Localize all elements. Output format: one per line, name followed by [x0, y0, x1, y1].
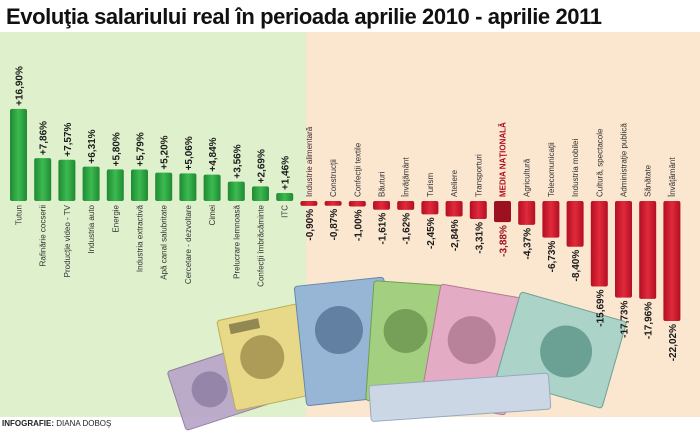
credit-label: INFOGRAFIE: [2, 419, 54, 428]
bar-confectii-textile-14 [348, 201, 366, 207]
bar-tutun-0 [10, 108, 27, 201]
bar-telecomunicatii-22 [542, 201, 560, 238]
value-label-agricultura-21: -4,37% [523, 228, 534, 260]
value-label-bauturi-15: -1,61% [378, 213, 389, 245]
value-label-rafinarie-cocserii-1: +7,86% [39, 121, 50, 155]
value-label-cultura-spectacole-24: -15,69% [595, 289, 606, 326]
value-label-media-nationala-20: -3,88% [499, 225, 510, 257]
bar-sanatate-26 [639, 201, 657, 299]
category-label-industria-auto-3: Industria auto [87, 204, 96, 253]
value-label-apa-canal-salubritate-6: +5,20% [160, 135, 171, 169]
bar-invatamant-16 [397, 201, 415, 210]
bar-industria-mobilei-23 [566, 201, 584, 247]
value-label-sanatate-26: -17,96% [644, 302, 655, 339]
bar-transporturi-19 [469, 201, 487, 220]
category-label-productie-video-tv-2: Producţie video - TV [63, 204, 72, 277]
credit-author: DIANA DOBOŞ [56, 419, 112, 428]
category-labels-group: Tutun Rafinărie cocserii Producţie video -… [15, 122, 677, 287]
category-label-energie-4: Energie [111, 204, 120, 232]
category-label-ateliere-18: Ateliere [450, 169, 459, 197]
bar-agricultura-21 [518, 201, 536, 225]
chart-title: Evoluţia salariului real în perioada apr… [6, 4, 602, 29]
value-label-constructii-13: -0,87% [329, 209, 340, 241]
category-label-rafinarie-cocserii-1: Rafinărie cocserii [39, 205, 48, 267]
value-label-transporturi-19: -3,31% [474, 222, 485, 254]
bar-apa-canal-salubritate-6 [155, 172, 173, 201]
bar-media-nationala-20 [494, 201, 511, 223]
bar-cultura-spectacole-24 [590, 201, 608, 287]
credit-line: INFOGRAFIE: DIANA DOBOŞ [2, 417, 111, 431]
value-label-cercetare-dezvoltare-7: +5,06% [184, 136, 195, 170]
category-label-confectii-imbracaminte-10: Confecţii îmbrăcăminte [257, 204, 266, 286]
bar-invatamant-27 [663, 201, 681, 322]
value-label-turism-17: -2,45% [426, 217, 437, 249]
category-label-sanatate-26: Sănătate [644, 164, 653, 197]
bar-confectii-imbracaminte-10 [252, 186, 269, 201]
category-label-invatamant-27: Învăţământ [668, 157, 677, 198]
bar-prelucrare-lemnoasa-9 [227, 181, 245, 201]
category-label-cimei-8: Cimei [208, 205, 217, 226]
category-label-industria-mobilei-23: Industria mobilei [571, 139, 580, 197]
value-labels-group: +16,90% +7,86% +7,57% +6,31% +5,80% +5,79% +5,… [15, 66, 679, 361]
category-label-cultura-spectacole-24: Cultură, spectacole [595, 128, 604, 197]
value-label-productie-video-tv-2: +7,57% [63, 122, 74, 156]
value-label-confectii-textile-14: -1,00% [353, 209, 364, 241]
category-label-confectii-textile-14: Confecţii textile [353, 142, 362, 197]
category-label-tutun-0: Tutun [15, 205, 24, 225]
category-label-prelucrare-lemnoasa-9: Prelucrare lemnoasă [232, 204, 241, 278]
value-label-confectii-imbracaminte-10: +2,69% [257, 149, 268, 183]
value-label-energie-4: +5,80% [111, 132, 122, 166]
category-label-constructii-13: Construcţii [329, 159, 338, 197]
value-label-industria-extractiva-5: +5,79% [136, 132, 147, 166]
bar-administratie-publica-25 [615, 201, 632, 298]
category-label-cercetare-dezvoltare-7: Cercetare - dezvoltare [184, 204, 193, 284]
category-label-invatamant-16: Învăţământ [402, 157, 411, 198]
bar-industria-extractiva-5 [131, 169, 148, 201]
banknotes-illustration [167, 276, 627, 431]
bar-industrie-alimentara-12 [300, 201, 318, 206]
category-label-agricultura-21: Agricultură [523, 158, 532, 197]
value-label-ateliere-18: -2,84% [450, 219, 461, 251]
bar-industria-auto-3 [82, 166, 100, 201]
bar-rafinarie-cocserii-1 [34, 158, 52, 201]
bar-turism-17 [421, 201, 439, 215]
value-label-administratie-publica-25: -17,73% [620, 301, 631, 338]
category-label-turism-17: Turism [426, 173, 435, 197]
value-label-invatamant-27: -22,02% [668, 324, 679, 361]
category-label-apa-canal-salubritate-6: Apă canal salubritate [160, 204, 169, 279]
category-label-administratie-publica-25: Administraţie publică [620, 123, 629, 197]
category-label-industria-extractiva-5: Industria extractivă [136, 204, 145, 272]
value-label-invatamant-16: -1,62% [402, 213, 413, 245]
category-label-media-nationala-20: MEDIA NAŢIONALĂ [499, 122, 508, 197]
value-label-itc-11: +1,46% [281, 156, 292, 190]
bar-bauturi-15 [373, 201, 390, 210]
bar-constructii-13 [324, 201, 342, 206]
value-label-telecomunicatii-22: -6,73% [547, 241, 558, 273]
category-label-itc-11: ITC [281, 205, 290, 218]
bar-itc-11 [276, 193, 294, 201]
category-label-industrie-alimentara-12: Industrie alimentară [305, 126, 314, 197]
bars-group [10, 108, 681, 322]
value-label-tutun-0: +16,90% [15, 66, 26, 106]
bar-cercetare-dezvoltare-7 [179, 173, 197, 201]
value-label-industrie-alimentara-12: -0,90% [305, 209, 316, 241]
bar-cimei-8 [203, 174, 221, 201]
value-label-prelucrare-lemnoasa-9: +3,56% [232, 144, 243, 178]
value-label-industria-mobilei-23: -8,40% [571, 250, 582, 282]
value-label-cimei-8: +4,84% [208, 137, 219, 171]
category-label-bauturi-15: Băuturi [378, 171, 387, 197]
category-label-transporturi-19: Transporturi [474, 154, 483, 197]
category-label-telecomunicatii-22: Telecomunicaţii [547, 142, 556, 197]
bar-productie-video-tv-2 [58, 159, 76, 201]
bar-energie-4 [106, 169, 124, 201]
value-label-industria-auto-3: +6,31% [87, 129, 98, 163]
bar-ateliere-18 [445, 201, 463, 217]
